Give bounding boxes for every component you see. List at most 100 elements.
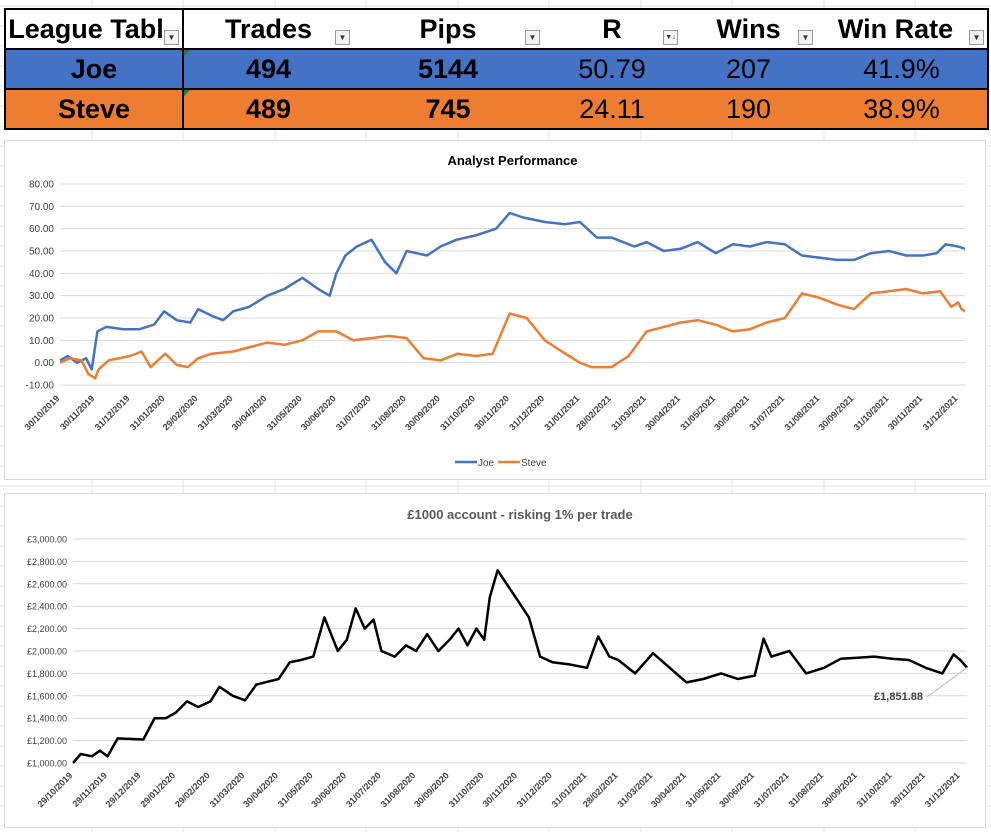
- y-tick-label: £1,800.00: [27, 669, 67, 679]
- x-tick-label: 30/04/2021: [649, 770, 688, 809]
- y-tick-label: 80.00: [29, 180, 54, 191]
- header-cell-wins: Wins ▼: [681, 9, 816, 50]
- x-tick-label: 30/09/2020: [403, 393, 442, 432]
- x-tick-label: 29/01/2020: [138, 770, 177, 809]
- x-tick-label: 30/10/2019: [22, 393, 61, 432]
- x-tick-label: 31/12/2020: [507, 393, 546, 432]
- x-tick-label: 29/02/2020: [173, 770, 212, 809]
- x-tick-label: 29/02/2020: [161, 393, 200, 432]
- dropdown-arrow-icon[interactable]: ▼: [969, 30, 984, 45]
- table-row: Joe 494 5144 50.79 207 41.9%: [5, 49, 988, 90]
- x-tick-label: 31/10/2021: [855, 770, 894, 809]
- header-cell-win-rate: Win Rate ▼: [816, 9, 988, 50]
- header-cell-trades: Trades ▼: [183, 9, 353, 50]
- annotation-leader-line: [926, 667, 968, 698]
- y-tick-label: £3,000.00: [27, 535, 67, 545]
- dropdown-arrow-icon[interactable]: ▼: [798, 30, 813, 45]
- analyst-performance-svg: Analyst Performance 80.00 70.00 60.00 50.00 4…: [22, 153, 966, 469]
- x-tick-label: 30/09/2021: [816, 393, 855, 432]
- x-tick-label: 31/03/2021: [609, 393, 648, 432]
- y-tick-label: 50.00: [29, 247, 54, 258]
- x-tick-label: 31/12/2019: [93, 393, 132, 432]
- x-tick-label: 31/07/2021: [747, 393, 786, 432]
- x-tick-label: 30/11/2021: [886, 393, 925, 432]
- x-tick-label: 31/12/2021: [923, 770, 962, 809]
- sort-descending-filter-icon[interactable]: ▼↓: [663, 30, 678, 45]
- header-cell-pips: Pips ▼: [353, 9, 543, 50]
- cell-wins[interactable]: 207: [681, 49, 816, 90]
- analyst-performance-chart[interactable]: Analyst Performance 80.00 70.00 60.00 50.00 4…: [4, 140, 986, 480]
- header-cell-name: League Tabl ▼: [5, 9, 184, 50]
- x-tick-label: 31/12/2020: [515, 770, 554, 809]
- cell-pips[interactable]: 745: [353, 89, 543, 129]
- y-tick-label: 0.00: [35, 358, 55, 369]
- x-tick-label: 29/12/2019: [104, 770, 143, 809]
- y-tick-label: £1,600.00: [27, 691, 67, 701]
- cell-pips[interactable]: 5144: [353, 49, 543, 90]
- legend-label: Steve: [521, 458, 547, 469]
- cell-win-rate[interactable]: 41.9%: [816, 49, 988, 90]
- y-tick-label: 40.00: [29, 269, 54, 280]
- x-tick-label: 31/08/2021: [786, 770, 825, 809]
- x-tick-label: 30/11/2021: [888, 770, 927, 809]
- x-tick-label: 30/11/2020: [481, 770, 520, 809]
- x-tick-label: 31/05/2020: [265, 393, 304, 432]
- y-tick-label: £2,200.00: [27, 624, 67, 634]
- account-balance-svg: £1000 account - risking 1% per trade £3,0…: [27, 507, 968, 809]
- cell-name[interactable]: Steve: [5, 89, 184, 129]
- dropdown-arrow-icon[interactable]: ▼: [164, 30, 179, 45]
- x-tick-label: 31/10/2020: [447, 770, 486, 809]
- table-header-row: League Tabl ▼ Trades ▼ Pips ▼ R ▼↓ Wins ▼ Win…: [5, 9, 988, 50]
- dropdown-arrow-icon[interactable]: ▼: [335, 30, 350, 45]
- error-indicator-icon: [184, 90, 190, 96]
- cell-win-rate[interactable]: 38.9%: [816, 89, 988, 129]
- y-tick-label: £2,800.00: [27, 557, 67, 567]
- series-line-joe: [59, 211, 966, 371]
- x-tick-label: 31/10/2021: [852, 393, 891, 432]
- cell-wins[interactable]: 190: [681, 89, 816, 129]
- x-tick-label: 31/08/2021: [783, 393, 822, 432]
- x-tick-label: 31/03/2020: [196, 393, 235, 432]
- x-tick-label: 30/09/2020: [412, 770, 451, 809]
- header-label: League Tabl: [8, 13, 164, 44]
- x-tick-label: 31/05/2021: [678, 393, 717, 432]
- dropdown-arrow-icon[interactable]: ▼: [525, 30, 540, 45]
- cell-name[interactable]: Joe: [5, 49, 184, 90]
- x-tick-label: 30/06/2021: [712, 393, 751, 432]
- chart-title: Analyst Performance: [447, 153, 577, 168]
- cell-r[interactable]: 50.79: [543, 49, 681, 90]
- x-tick-label: 30/04/2020: [230, 393, 269, 432]
- cell-r[interactable]: 24.11: [543, 89, 681, 129]
- y-tick-label: 10.00: [29, 336, 54, 347]
- cell-trades-value: 489: [245, 93, 292, 124]
- x-tick-label: 30/11/2019: [58, 393, 97, 432]
- account-balance-chart[interactable]: £1000 account - risking 1% per trade £3,0…: [4, 493, 986, 828]
- cell-trades[interactable]: 494: [183, 49, 353, 90]
- series-line-balance: [72, 569, 968, 764]
- y-tick-label: 30.00: [29, 291, 54, 302]
- header-label: Wins: [716, 13, 781, 44]
- x-tick-label: 31/07/2020: [344, 770, 383, 809]
- legend-label: Joe: [478, 458, 495, 469]
- y-tick-label: £1,400.00: [27, 714, 67, 724]
- x-tick-label: 31/10/2020: [438, 393, 477, 432]
- chart-title: £1000 account - risking 1% per trade: [407, 507, 632, 522]
- annotation-label: £1,851.88: [874, 691, 923, 703]
- y-tick-label: 60.00: [29, 224, 54, 235]
- x-tick-label: 31/12/2021: [921, 393, 960, 432]
- x-tick-label: 31/03/2020: [208, 770, 247, 809]
- y-tick-label: £2,000.00: [27, 647, 67, 657]
- x-tick-label: 31/08/2020: [369, 393, 408, 432]
- x-tick-label: 31/07/2020: [334, 393, 373, 432]
- y-tick-label: £2,600.00: [27, 579, 67, 589]
- header-label: Pips: [419, 13, 477, 44]
- x-tick-label: 31/05/2021: [684, 770, 723, 809]
- y-tick-label: 20.00: [29, 314, 54, 325]
- x-tick-label: 31/07/2021: [752, 770, 791, 809]
- header-label: R: [602, 13, 622, 44]
- cell-trades-value: 494: [245, 53, 292, 84]
- cell-trades[interactable]: 489: [183, 89, 353, 129]
- table-row: Steve 489 745 24.11 190 38.9%: [5, 89, 988, 129]
- y-tick-label: -10.00: [26, 381, 55, 392]
- x-tick-label: 31/03/2021: [615, 770, 654, 809]
